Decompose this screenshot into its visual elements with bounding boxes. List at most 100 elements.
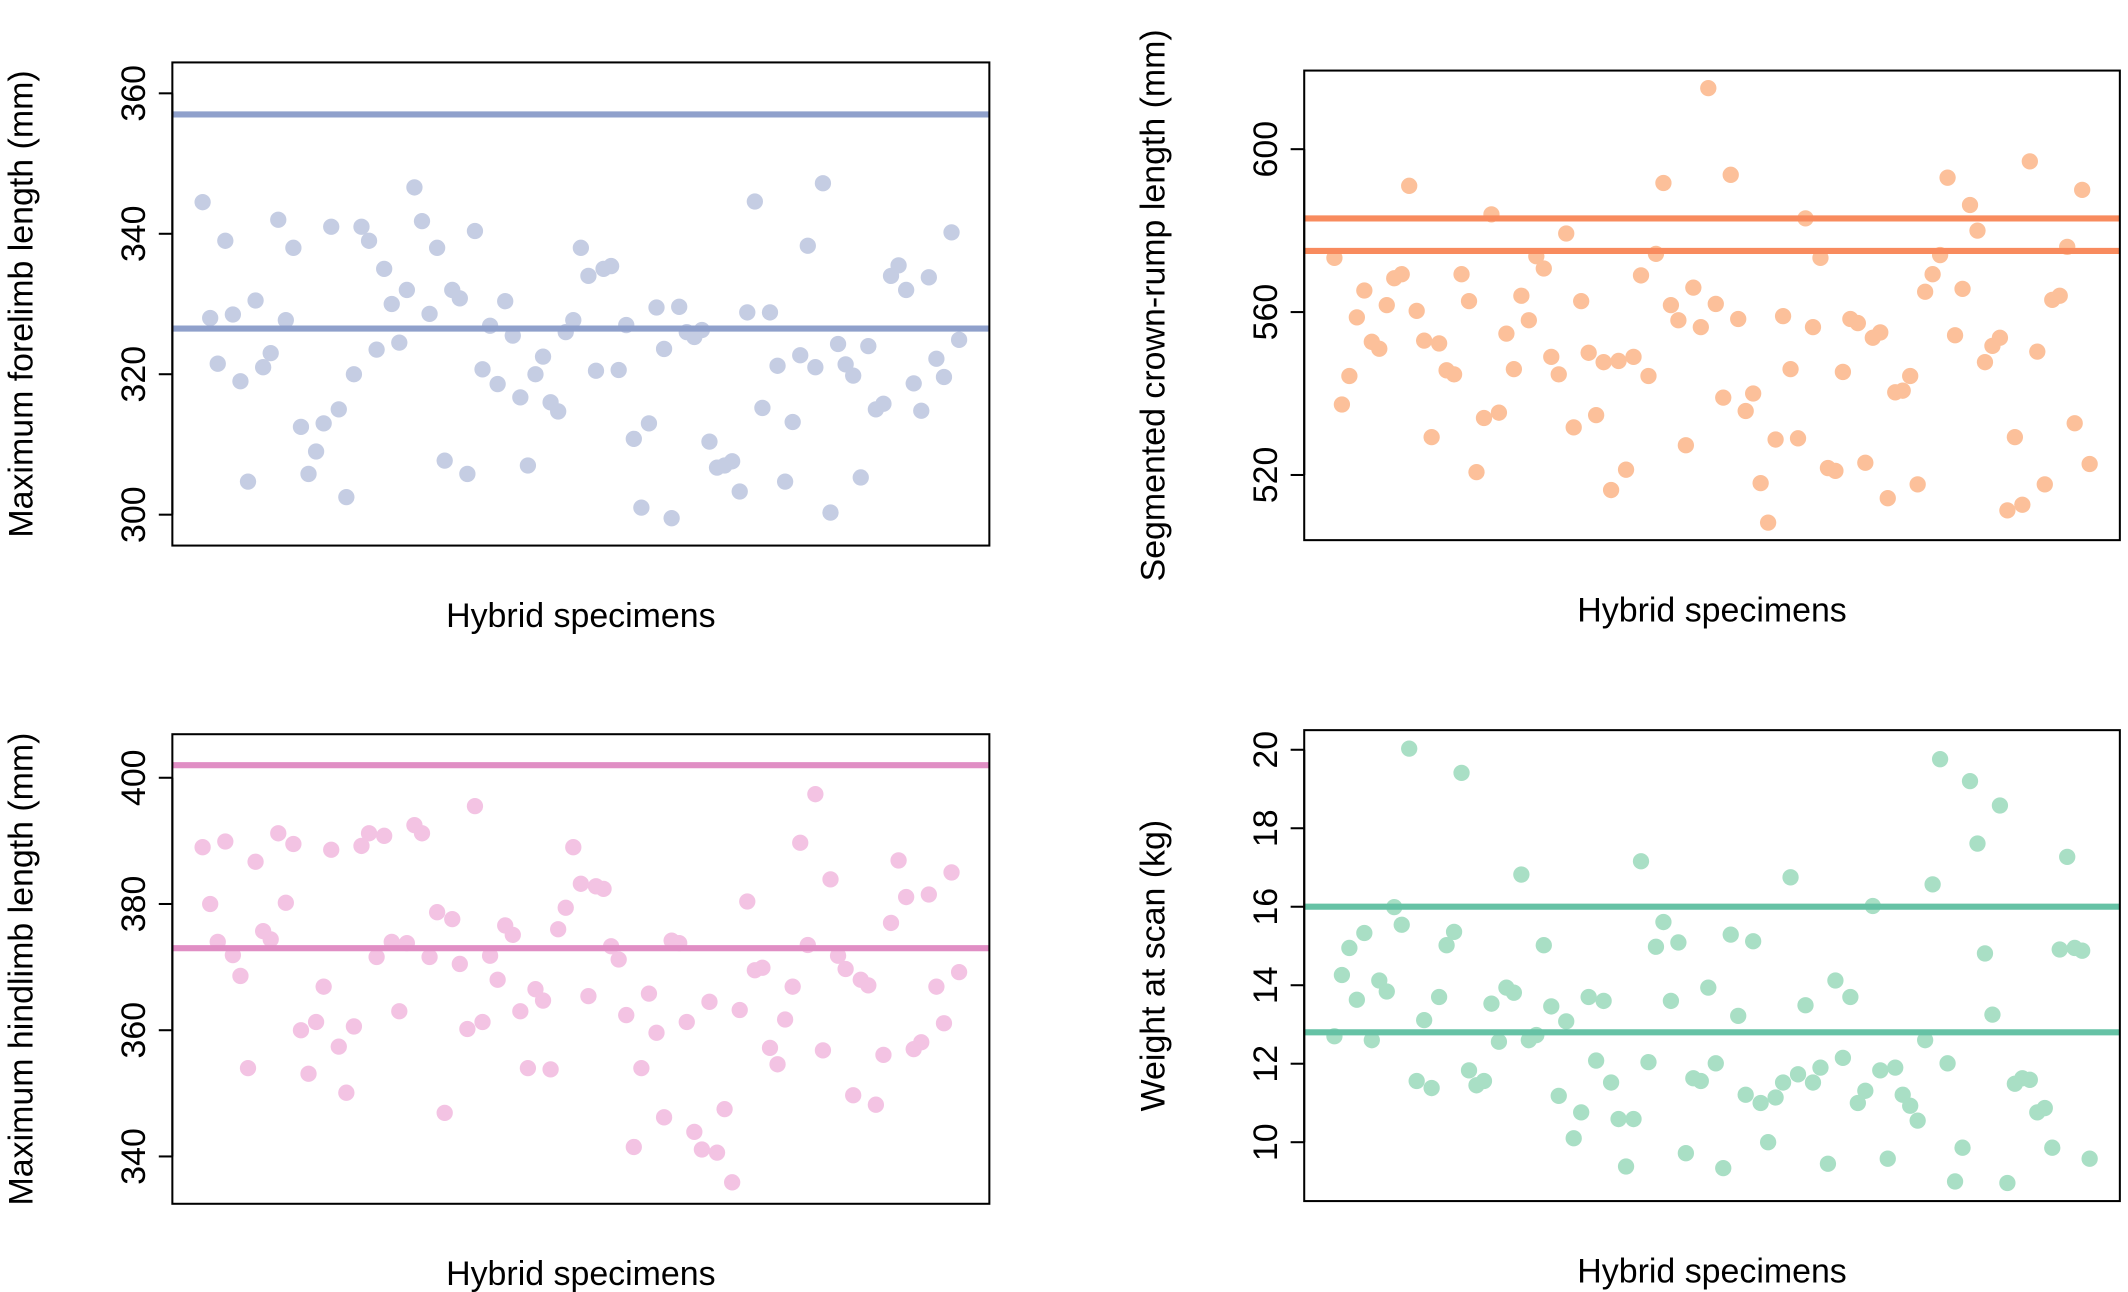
- point: [1573, 1104, 1590, 1121]
- point: [1715, 1159, 1732, 1177]
- point: [391, 1003, 408, 1020]
- point: [875, 1046, 892, 1063]
- point: [913, 1034, 930, 1051]
- point: [481, 947, 499, 964]
- point: [1610, 352, 1627, 370]
- y-tick-label: 340: [115, 205, 153, 262]
- point: [898, 888, 915, 906]
- point: [678, 1013, 695, 1031]
- point: [920, 886, 937, 903]
- x-axis-label: Hybrid specimens: [446, 1255, 715, 1292]
- point: [247, 292, 264, 309]
- point: [1909, 1112, 1926, 1129]
- point: [671, 298, 688, 315]
- point: [701, 993, 718, 1010]
- point: [436, 452, 453, 469]
- point: [1423, 1079, 1440, 1097]
- point: [1490, 404, 1508, 421]
- y-tick-label: 18: [1247, 809, 1285, 847]
- point: [292, 1022, 310, 1039]
- point: [648, 299, 665, 316]
- y-axis-label: Weight at scan (kg): [1134, 820, 1172, 1111]
- point: [1453, 266, 1470, 283]
- point: [1445, 923, 1463, 941]
- point: [845, 1087, 862, 1104]
- point: [1685, 279, 1702, 296]
- point: [383, 295, 400, 313]
- point: [1774, 308, 1792, 325]
- point: [202, 309, 219, 327]
- point: [1587, 406, 1605, 424]
- point: [1737, 1086, 1754, 1103]
- point: [345, 1018, 363, 1035]
- point: [1333, 966, 1351, 984]
- point: [1475, 1072, 1493, 1090]
- point: [1371, 340, 1388, 357]
- point: [1662, 297, 1680, 314]
- point: [376, 260, 393, 278]
- point: [1662, 992, 1680, 1010]
- y-tick-label: 16: [1247, 888, 1285, 926]
- point: [451, 955, 468, 973]
- point: [1969, 222, 1986, 239]
- point: [353, 837, 370, 855]
- point: [1468, 463, 1485, 481]
- point: [1902, 367, 1919, 385]
- point: [1565, 419, 1582, 436]
- y-tick-label: 20: [1247, 731, 1285, 769]
- point: [512, 1003, 529, 1020]
- point: [860, 977, 877, 994]
- point: [1617, 461, 1635, 478]
- point: [1730, 1007, 1747, 1024]
- point: [1849, 314, 1866, 332]
- panel: 10 12 14 16 18 20 Hybrid specimens Weight at sc…: [1134, 729, 2121, 1291]
- point: [610, 361, 627, 379]
- point: [1857, 1082, 1874, 1099]
- point: [1558, 225, 1575, 242]
- point: [421, 948, 438, 966]
- y-tick-label: 360: [115, 65, 153, 122]
- point: [1363, 1032, 1380, 1049]
- point: [330, 1038, 347, 1055]
- y-tick-label: 300: [115, 486, 153, 543]
- point: [1984, 1006, 2001, 1023]
- point: [421, 305, 438, 322]
- y-tick-label: 380: [115, 876, 153, 933]
- point: [519, 457, 537, 474]
- point: [928, 350, 945, 367]
- point: [1991, 797, 2009, 814]
- point: [1700, 979, 1717, 996]
- point: [950, 331, 968, 348]
- point: [1774, 1074, 1792, 1091]
- point: [625, 430, 642, 447]
- point: [277, 894, 294, 911]
- y-tick-label: 320: [115, 346, 153, 403]
- point: [542, 1061, 559, 1078]
- point: [1692, 319, 1709, 336]
- point: [1700, 79, 1717, 97]
- point: [1393, 916, 1410, 933]
- point: [701, 433, 718, 450]
- point: [1430, 335, 1448, 352]
- point: [898, 281, 915, 299]
- point: [1999, 502, 2016, 519]
- point: [1535, 937, 1552, 954]
- point: [1602, 1074, 1620, 1091]
- point: [1595, 354, 1612, 371]
- point: [489, 971, 506, 988]
- point: [1894, 382, 1911, 399]
- point: [413, 825, 431, 842]
- point: [1625, 348, 1642, 366]
- point: [376, 827, 393, 844]
- point: [1677, 1145, 1695, 1162]
- point: [2051, 941, 2068, 958]
- point: [1610, 1110, 1627, 1128]
- point: [1842, 988, 1859, 1006]
- point: [935, 368, 953, 386]
- point: [1602, 481, 1620, 499]
- point: [557, 899, 574, 916]
- point: [1348, 991, 1365, 1008]
- point: [920, 269, 937, 286]
- point: [391, 334, 408, 351]
- point: [792, 347, 809, 364]
